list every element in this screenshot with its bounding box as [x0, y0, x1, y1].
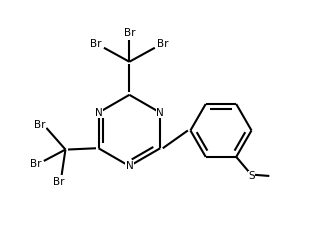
Text: Br: Br	[90, 39, 101, 49]
Text: N: N	[95, 108, 102, 118]
Text: Br: Br	[157, 39, 169, 49]
Text: Br: Br	[30, 159, 41, 169]
Text: N: N	[125, 161, 133, 171]
Text: Br: Br	[34, 120, 45, 130]
Text: Br: Br	[124, 28, 135, 38]
Text: S: S	[248, 172, 255, 182]
Text: N: N	[156, 108, 164, 118]
Text: Br: Br	[53, 177, 64, 187]
